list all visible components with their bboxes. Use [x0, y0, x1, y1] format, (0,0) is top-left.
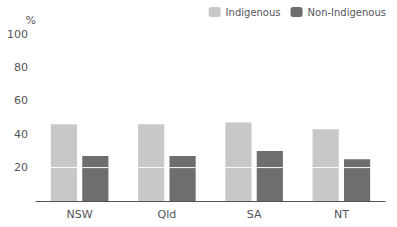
svg-text:NSW: NSW — [67, 208, 93, 221]
svg-text:Non-Indigenous: Non-Indigenous — [308, 7, 386, 18]
svg-text:%: % — [26, 14, 36, 27]
svg-text:NT: NT — [334, 208, 349, 221]
svg-text:40: 40 — [14, 128, 28, 141]
svg-text:100: 100 — [7, 28, 28, 41]
svg-text:60: 60 — [14, 94, 28, 107]
svg-text:Qld: Qld — [158, 208, 177, 221]
svg-text:20: 20 — [14, 161, 28, 174]
svg-text:Indigenous: Indigenous — [226, 7, 281, 18]
svg-text:80: 80 — [14, 61, 28, 74]
svg-text:SA: SA — [247, 208, 262, 221]
